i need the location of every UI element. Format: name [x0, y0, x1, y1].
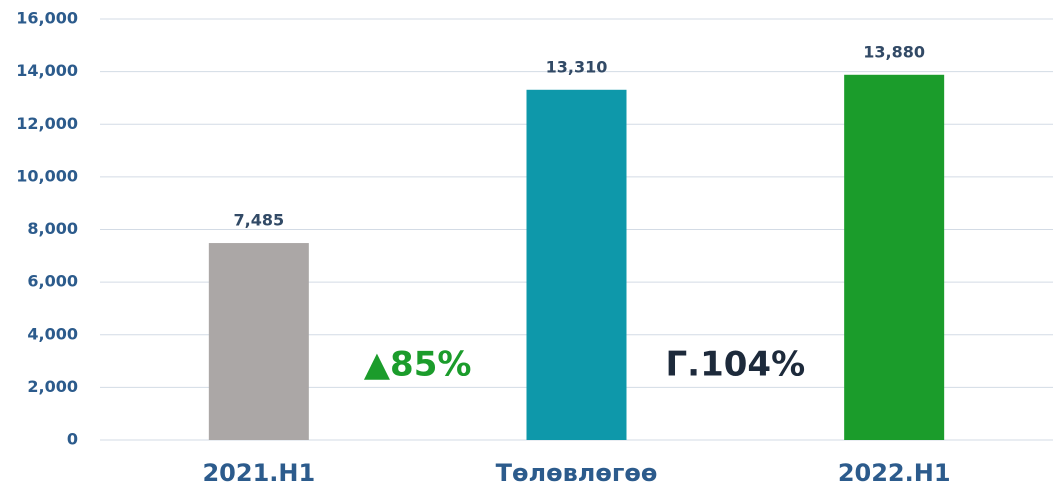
y-tick-label: 2,000 [27, 377, 78, 396]
y-tick-label: 12,000 [16, 114, 78, 133]
y-tick-label: 8,000 [27, 219, 78, 238]
y-tick-label: 14,000 [16, 61, 78, 80]
bar [844, 74, 945, 440]
y-tick-label: 6,000 [27, 272, 78, 291]
annotation: Г.104% [666, 345, 806, 385]
value-label: 13,310 [546, 57, 608, 76]
y-tick-label: 16,000 [16, 9, 78, 28]
value-label: 7,485 [234, 211, 285, 230]
bar [208, 243, 309, 440]
x-tick-label: 2021.H1 [202, 459, 315, 487]
bar [526, 89, 627, 440]
annotation: ▲85% [364, 345, 472, 385]
x-tick-label: 2022.H1 [838, 459, 951, 487]
y-tick-label: 10,000 [16, 166, 78, 185]
x-tick-label: Төлөвлөгөө [496, 459, 658, 487]
value-label: 13,880 [863, 42, 925, 61]
y-tick-label: 0 [67, 430, 78, 449]
y-tick-label: 4,000 [27, 324, 78, 343]
